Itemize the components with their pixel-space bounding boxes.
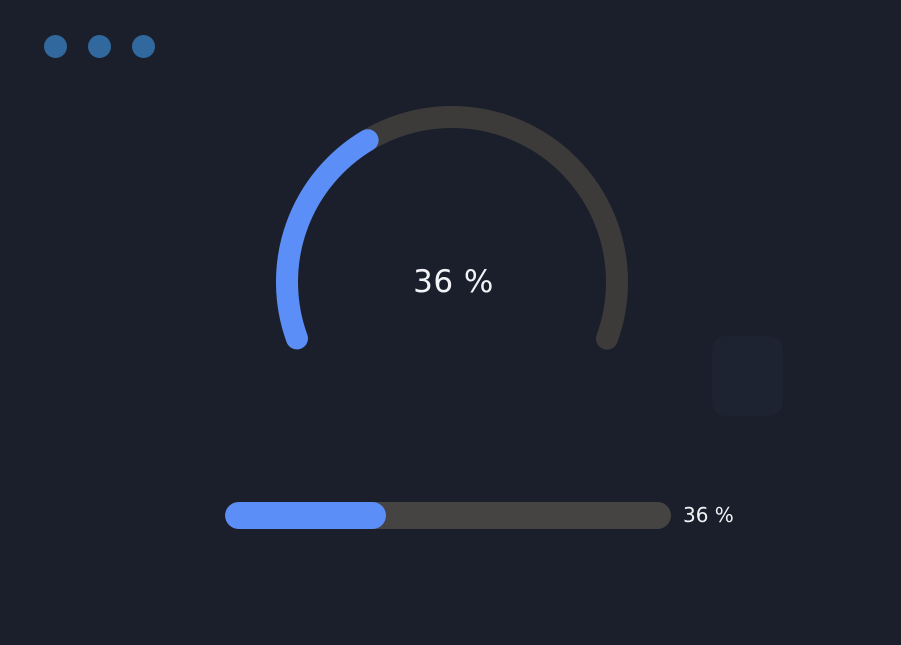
window-dot-3[interactable]	[132, 35, 155, 58]
ghost-panel	[712, 336, 783, 416]
progress-bar-fill	[225, 501, 386, 529]
progress-bar-value-label: 36 %	[683, 503, 734, 527]
linear-progress-row: 36 %	[225, 501, 745, 529]
window-dot-2[interactable]	[88, 35, 111, 58]
title-bar	[0, 0, 901, 92]
progress-bar-track[interactable]	[225, 501, 671, 529]
gauge-value-label: 36 %	[413, 263, 494, 300]
window-dot-1[interactable]	[44, 35, 67, 58]
gauge-progress-arc	[276, 106, 628, 458]
circular-progress-gauge: 36 %	[265, 95, 639, 469]
gauge-svg	[276, 106, 628, 458]
